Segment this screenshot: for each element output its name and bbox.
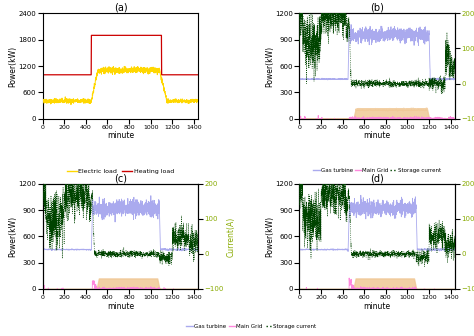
Title: (c): (c) <box>114 173 127 183</box>
X-axis label: minute: minute <box>107 302 134 310</box>
Title: (b): (b) <box>370 3 384 13</box>
Y-axis label: Power(kW): Power(kW) <box>8 45 17 87</box>
Y-axis label: Current(A): Current(A) <box>227 216 236 256</box>
X-axis label: minute: minute <box>107 131 134 140</box>
Legend: Gas turbine, Main Grid, Storage current: Gas turbine, Main Grid, Storage current <box>311 166 444 175</box>
Title: (a): (a) <box>114 3 128 13</box>
X-axis label: minute: minute <box>364 302 391 310</box>
Title: (d): (d) <box>370 173 384 183</box>
Legend: Electric load, Heating load: Electric load, Heating load <box>64 166 176 176</box>
Y-axis label: Power(kW): Power(kW) <box>265 216 274 257</box>
Y-axis label: Power(kW): Power(kW) <box>265 45 274 87</box>
Legend: Gas turbine, Main Grid, Storage current: Gas turbine, Main Grid, Storage current <box>184 322 319 332</box>
Y-axis label: Power(kW): Power(kW) <box>8 216 17 257</box>
X-axis label: minute: minute <box>364 131 391 140</box>
